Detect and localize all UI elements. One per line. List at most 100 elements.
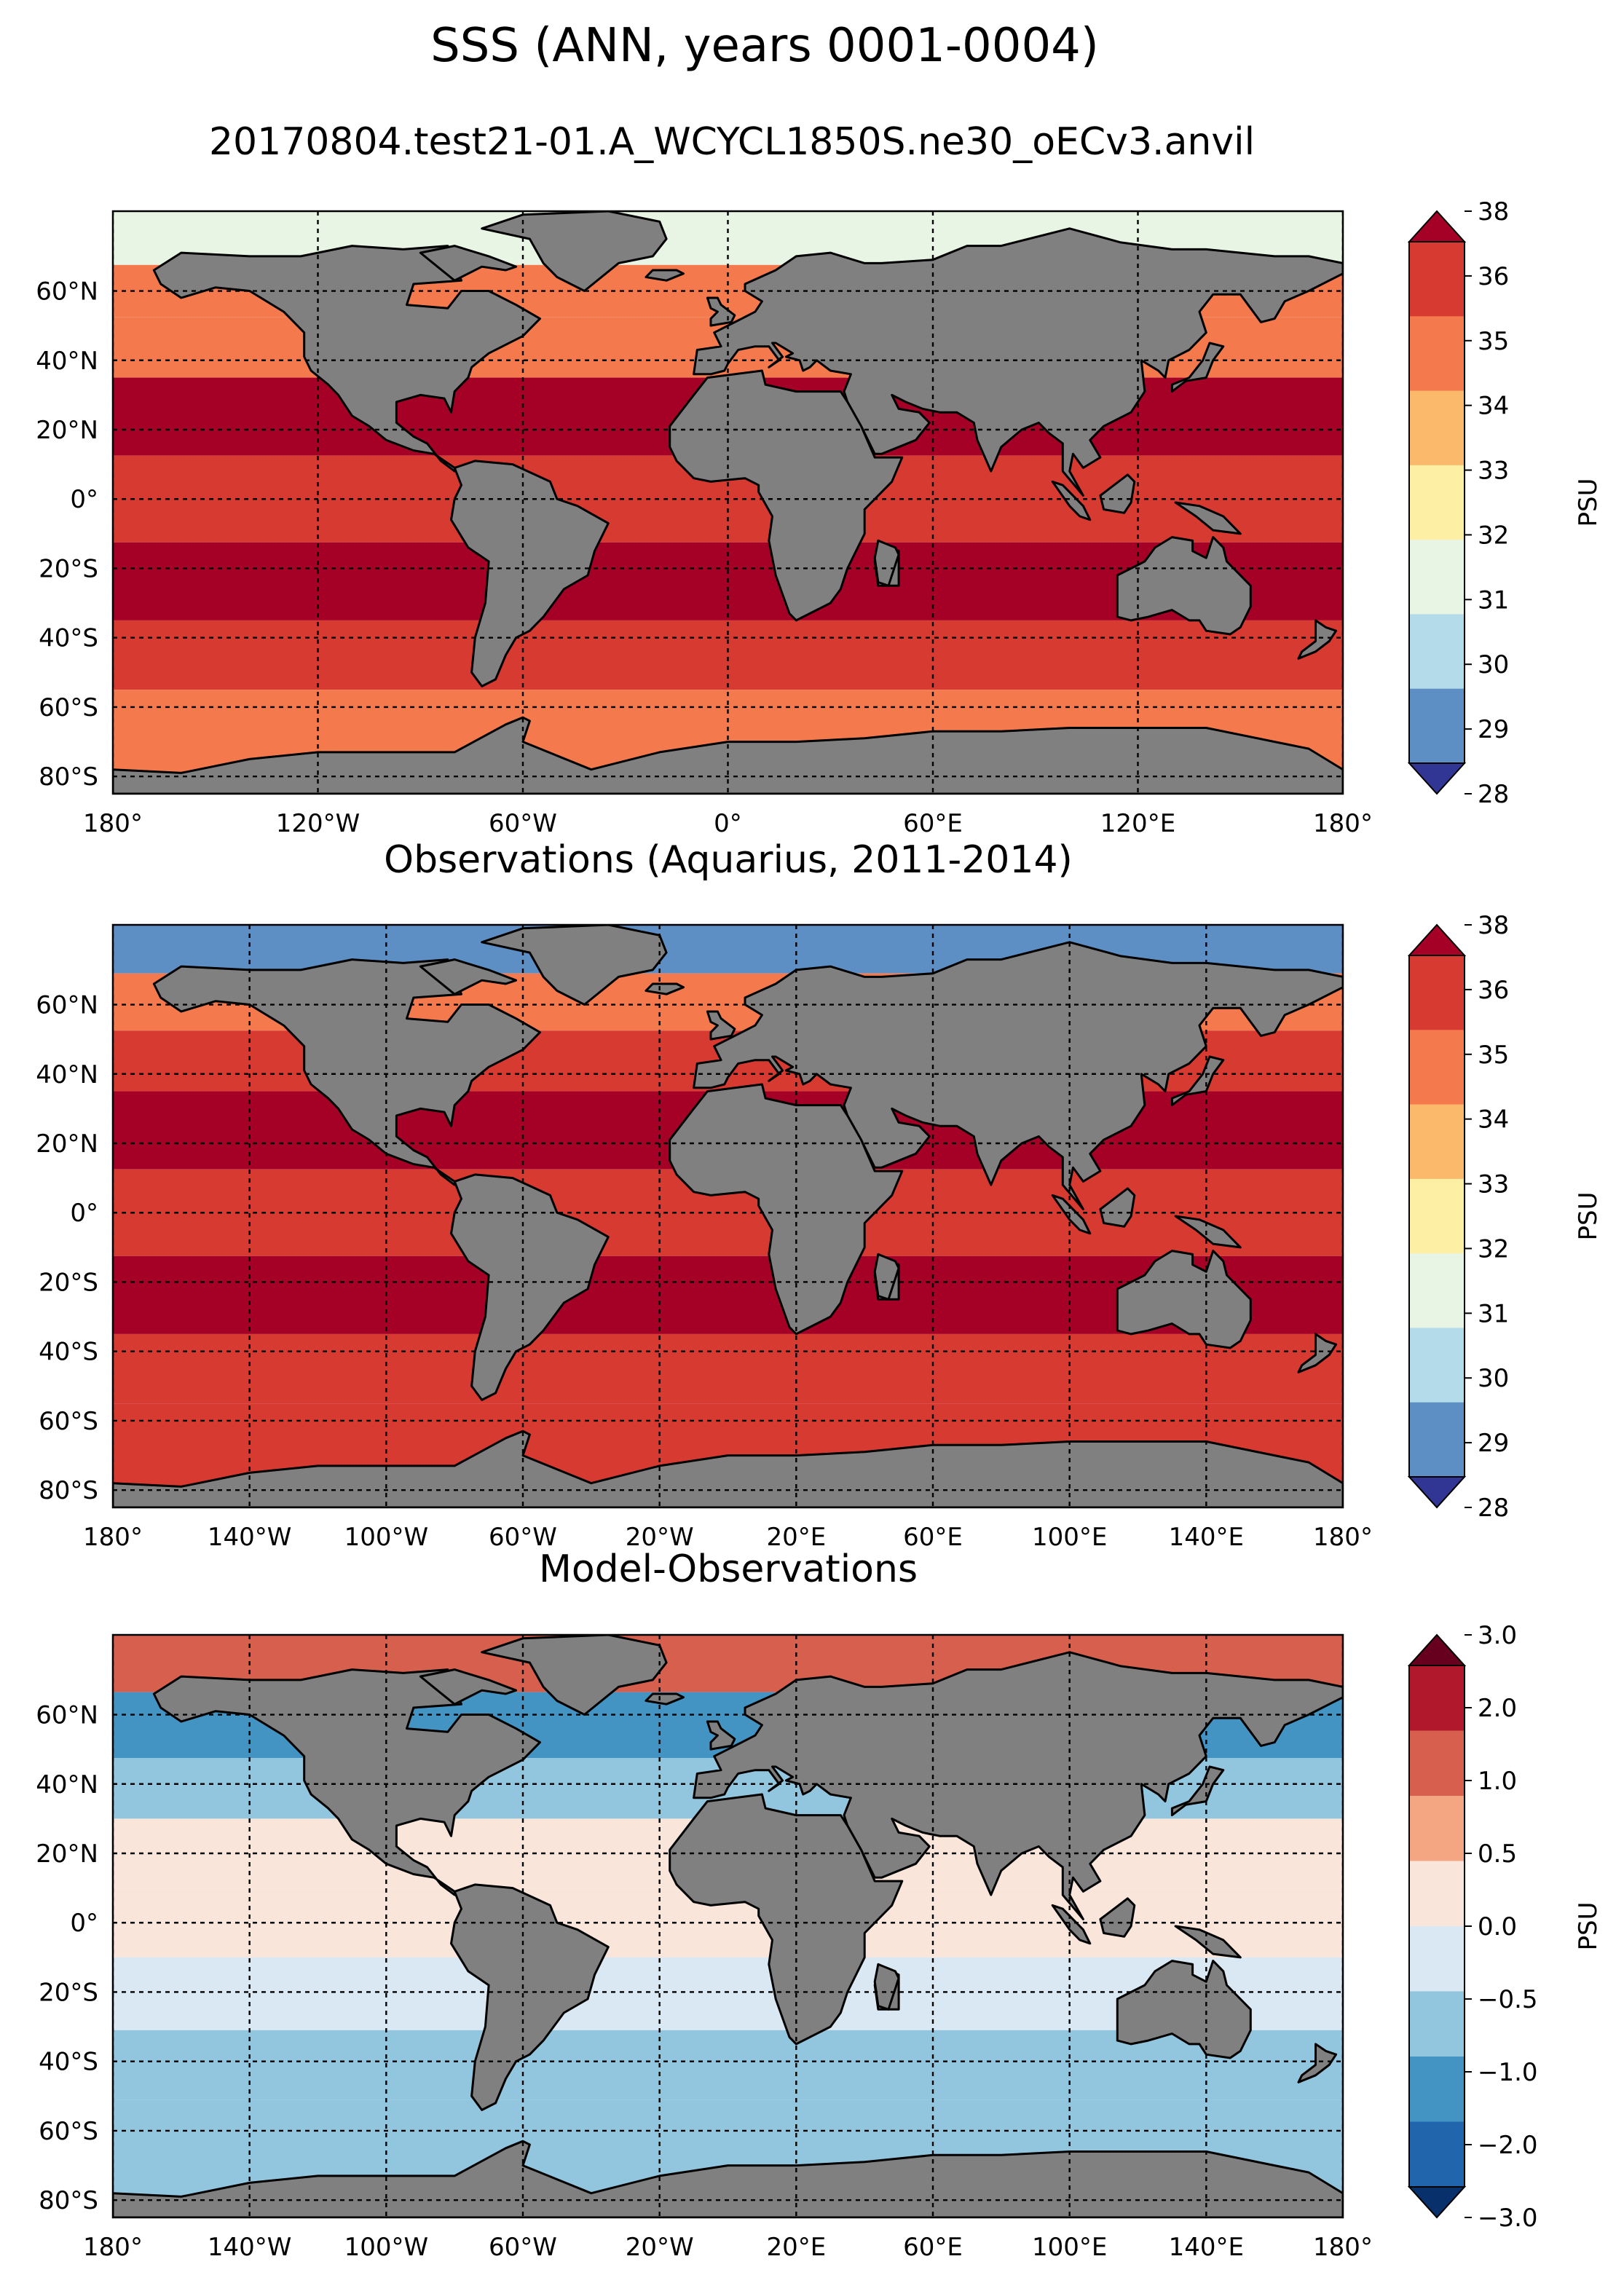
land-borneo [1099, 473, 1136, 514]
lat-tick-label: 40°N [36, 347, 98, 376]
colorbar: −3.0 −2.0 −1.0 −0.5 0.0 0.5 1.0 2.0 3.0 PSU [1407, 1621, 1603, 2233]
colorbar-tick-label: 0.5 [1478, 1840, 1517, 1869]
lon-tick-label: 180° [83, 1523, 143, 1552]
land-britain [706, 1720, 736, 1751]
colorbar-segment [1409, 1926, 1465, 1992]
land-northAmerica [152, 958, 541, 1186]
land-borneo [1099, 1187, 1136, 1228]
land-northAmerica [152, 1668, 541, 1896]
land-iceland [645, 982, 685, 995]
colorbar-extend-max [1407, 210, 1467, 243]
ocean-band [113, 1333, 1343, 1404]
colorbar-segment [1409, 1665, 1465, 1731]
lat-tick-label: 60°N [36, 991, 98, 1020]
land-newZealand [1297, 1333, 1338, 1373]
land-baffin [419, 245, 518, 282]
colorbar-segment [1409, 1991, 1465, 2057]
lon-tick-label: 60°E [903, 809, 963, 838]
lon-tick-label: 120°E [1100, 809, 1175, 838]
colorbar-tick-label: 33 [1478, 457, 1509, 486]
map-panel-model: 60°N 40°N 20°N 0° 20°S 40°S 60°S 80°S 180° 120°W 6… [36, 197, 1603, 838]
lon-tick-label: 60°W [489, 2233, 557, 2262]
lat-tick-label: 0° [70, 1909, 98, 1938]
colorbar-extend-max [1407, 1633, 1467, 1666]
land-newGuinea [1174, 1215, 1242, 1249]
colorbar-tick-label: 31 [1478, 585, 1509, 615]
colorbar-tick-label: 3.0 [1478, 1621, 1517, 1650]
colorbar-segment [1409, 2057, 1465, 2122]
lon-tick-label: 0° [714, 809, 742, 838]
land-australia [1116, 536, 1252, 636]
land-borneo [1099, 1897, 1136, 1938]
lon-tick-label: 180° [1313, 809, 1373, 838]
land-antarctica [113, 2140, 1343, 2217]
lon-tick-label: 140°W [208, 2233, 292, 2262]
colorbar-segment [1409, 1861, 1465, 1927]
colorbar-tick-label: 31 [1478, 1299, 1509, 1328]
colorbar-tick-label: −2.0 [1478, 2131, 1538, 2160]
colorbar-segment [1409, 1253, 1465, 1328]
ocean-band [113, 2030, 1343, 2100]
map-panel-obs: 60°N 40°N 20°N 0° 20°S 40°S 60°S 80°S 180° 140°W 1… [36, 911, 1603, 1552]
colorbar-label: PSU [1574, 1192, 1603, 1241]
lat-tick-label: 40°S [39, 1338, 98, 1367]
lat-tick-label: 20°N [36, 1840, 98, 1869]
land-newZealand [1297, 619, 1338, 660]
colorbar-tick-label: 29 [1478, 715, 1509, 744]
land-australia [1116, 1250, 1252, 1349]
colorbar: 28 29 30 31 32 33 34 35 36 38 PSU [1407, 197, 1603, 809]
colorbar-tick-label: 32 [1478, 1234, 1509, 1263]
colorbar-tick-label: 2.0 [1478, 1694, 1517, 1723]
colorbar-segment [1409, 1796, 1465, 1861]
land-northAmerica [152, 245, 541, 473]
colorbar-extend-min [1407, 1476, 1467, 1509]
colorbar-segment [1409, 1030, 1465, 1105]
colorbar-segment [1409, 1178, 1465, 1254]
land-sumatra [1051, 1904, 1092, 1945]
lon-tick-label: 100°E [1032, 1523, 1107, 1552]
land-iceland [645, 1692, 685, 1706]
land-sumatra [1051, 480, 1092, 521]
figure-title: SSS (ANN, years 0001-0004) [430, 19, 1099, 73]
colorbar-tick-label: 30 [1478, 650, 1509, 679]
land-newZealand [1297, 2043, 1338, 2083]
colorbar-segment [1409, 614, 1465, 690]
lon-tick-label: 180° [1313, 1523, 1373, 1552]
colorbar-tick-label: 29 [1478, 1429, 1509, 1458]
colorbar-segment [1409, 1104, 1465, 1180]
colorbar: 28 29 30 31 32 33 34 35 36 38 PSU [1407, 911, 1603, 1523]
colorbar-segment [1409, 465, 1465, 540]
lon-tick-label: 20°E [766, 2233, 826, 2262]
lon-tick-label: 100°E [1032, 2233, 1107, 2262]
land-australia [1116, 1960, 1252, 2059]
land-japan [1170, 1765, 1225, 1817]
colorbar-frame [1408, 241, 1465, 764]
land-japan [1170, 342, 1225, 393]
map-area [113, 1635, 1343, 2217]
land-antarctica [113, 1430, 1343, 1507]
lat-tick-label: 80°S [39, 1476, 98, 1505]
lon-tick-label: 20°W [626, 1523, 694, 1552]
colorbar-segment [1409, 242, 1465, 317]
map-area [113, 925, 1343, 1507]
land-baffin [419, 958, 518, 995]
colorbar-tick-label: 35 [1478, 327, 1509, 356]
lat-tick-label: 80°S [39, 762, 98, 792]
colorbar-extend-min [1407, 2186, 1467, 2219]
lon-tick-label: 140°E [1169, 2233, 1244, 2262]
colorbar-tick-label: 34 [1478, 1105, 1509, 1135]
land-britain [706, 1010, 736, 1041]
colorbar-segment [1409, 1402, 1465, 1478]
colorbar-segment [1409, 316, 1465, 392]
colorbar-tick-label: 38 [1478, 911, 1509, 940]
colorbar-label: PSU [1574, 1902, 1603, 1951]
colorbar-segment [1409, 688, 1465, 764]
colorbar-segment [1409, 540, 1465, 615]
colorbar-tick-label: 28 [1478, 780, 1509, 809]
colorbar-tick-label: 36 [1478, 262, 1509, 291]
map-area [113, 211, 1343, 794]
lat-tick-label: 60°S [39, 693, 98, 722]
lat-tick-label: 20°N [36, 1129, 98, 1159]
colorbar-tick-label: −3.0 [1478, 2204, 1538, 2233]
